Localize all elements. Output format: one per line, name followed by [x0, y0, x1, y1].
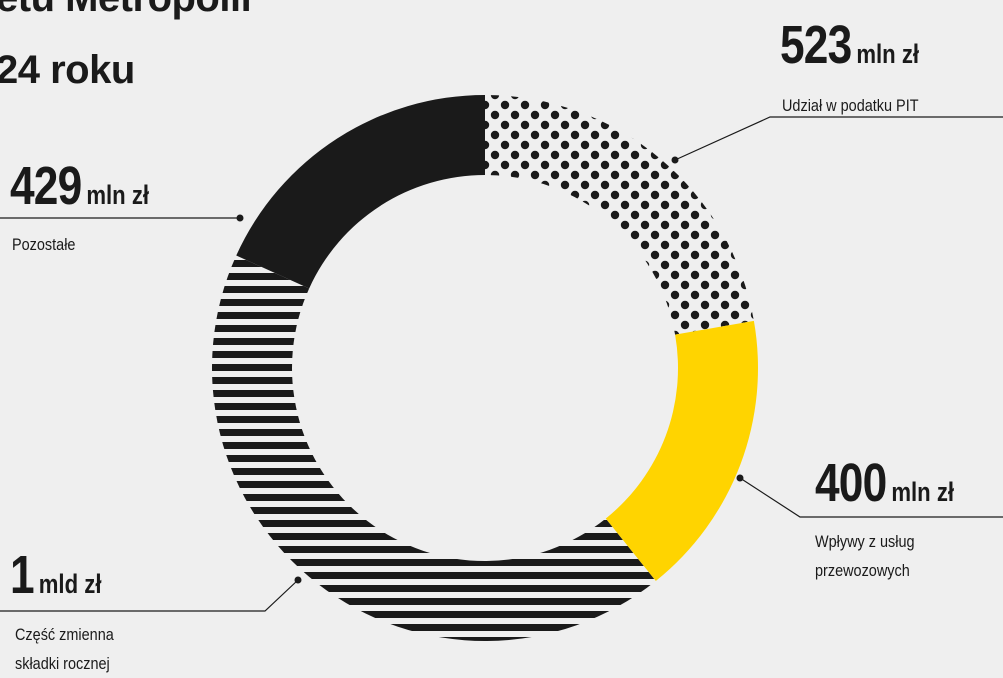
title-line: 24 roku	[0, 48, 135, 92]
category-label: Udział w podatku PIT	[782, 96, 919, 115]
category-label: Część zmienna składki rocznej	[15, 625, 114, 673]
leader-line	[739, 477, 1003, 518]
title-line: etu Metropolii	[0, 0, 252, 24]
value-unit: mln zł	[891, 477, 955, 507]
leader-line	[674, 116, 1003, 161]
value-unit: mln zł	[86, 180, 150, 210]
value-unit: mld zł	[38, 569, 102, 599]
leader-dot	[236, 214, 244, 222]
leader-line	[0, 579, 299, 612]
value-number: 400	[815, 453, 887, 513]
value-number: 523	[780, 15, 852, 75]
donut-segment	[605, 320, 758, 581]
value-unit: mln zł	[856, 39, 920, 69]
value-number: 1	[10, 545, 35, 605]
donut-segment	[485, 95, 754, 335]
value-label: 429 mln zł	[10, 155, 149, 217]
leader-dot	[294, 576, 302, 584]
value-label: 1 mld zł	[10, 544, 101, 606]
leader-dot	[671, 156, 679, 164]
category-label: Wpływy z usług przewozowych	[815, 532, 915, 580]
leader-dot	[736, 474, 744, 482]
donut-segment	[211, 255, 656, 642]
value-label: 523 mln zł	[780, 14, 919, 76]
donut-segment	[236, 95, 485, 289]
category-label: Pozostałe	[12, 235, 76, 254]
value-label: 400 mln zł	[815, 452, 954, 514]
value-number: 429	[10, 156, 82, 216]
